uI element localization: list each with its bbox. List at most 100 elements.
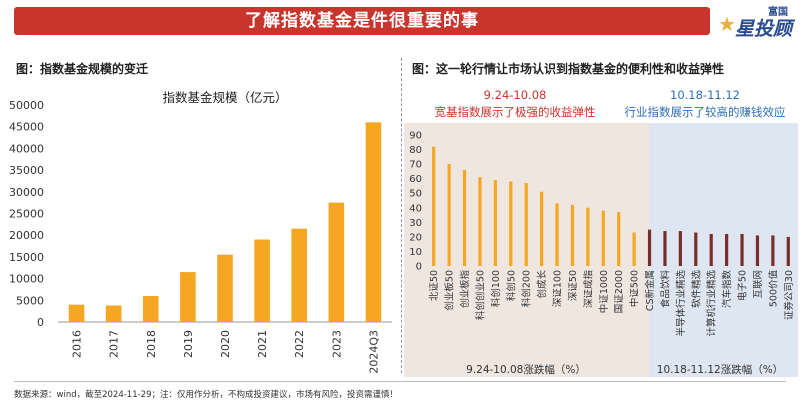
- period1-label: 9.24-10.08: [483, 88, 547, 102]
- bar-2024Q3: [365, 122, 382, 322]
- logo-main-text: 星投顾: [734, 18, 792, 40]
- x-tick-label: 2021: [256, 330, 269, 358]
- x-tick-label: 中证1000: [598, 270, 610, 313]
- bar-软件精选: [694, 232, 698, 266]
- bar-中证1000: [601, 210, 605, 266]
- bar-国证2000: [617, 212, 621, 266]
- y-tick-label: 30000: [9, 186, 44, 199]
- x-tick-label: 2019: [182, 330, 195, 358]
- bar-食品饮料: [663, 231, 667, 266]
- y-tick-label: 25000: [9, 208, 44, 221]
- x-tick-label: 2020: [219, 330, 232, 358]
- period2-label: 10.18-11.12: [670, 88, 740, 102]
- y-tick-label: 0: [416, 262, 422, 273]
- y-tick-label: 40: [409, 203, 422, 214]
- bar-汽车指数: [725, 233, 729, 266]
- period1-axis-label: 9.24-10.08涨跌幅（%）: [466, 363, 586, 376]
- x-tick-label: CS新金属: [644, 270, 656, 311]
- y-tick-label: 50: [409, 189, 422, 200]
- bar-2017: [105, 305, 122, 322]
- period2-background: [649, 123, 798, 377]
- chart-index-fund-scale: 指数基金规模（亿元） 0 5000 10000 15000 20000 25000 30000…: [9, 90, 392, 374]
- left-panel-title: 图：指数基金规模的变迁: [16, 62, 149, 76]
- bar-2020: [217, 254, 233, 322]
- x-tick-label: 深证成指: [582, 270, 594, 309]
- bar-科创50: [509, 181, 513, 266]
- bar-科创创业50: [478, 177, 482, 266]
- title-bar: [14, 7, 710, 35]
- period2-caption: 行业指数展示了较高的赚钱效应: [624, 105, 786, 119]
- x-tick-label: 2016: [71, 330, 84, 358]
- x-tick-label: 计算机行业精选: [706, 270, 718, 337]
- bar-中证500: [632, 232, 636, 266]
- bar-2023: [328, 202, 345, 322]
- x-tick-label: 食品饮料: [659, 270, 671, 309]
- chart-index-returns: 0 10 20 30 40 50 60 70 80 90 北证50 创业板50 创业板指 科创创业50 科创…: [404, 123, 798, 377]
- bar-2019: [180, 272, 196, 322]
- header-banner: 了解指数基金是件很重要的事 ★ 富国 星投顾: [0, 0, 800, 44]
- logo-top-text: 富国: [768, 7, 788, 18]
- bar-创业板50: [447, 164, 451, 266]
- x-tick-label: 半导体行业精选: [675, 270, 687, 337]
- bar-深证50: [570, 204, 575, 266]
- bar-科创200: [524, 183, 528, 266]
- x-tick-label: 创业板50: [444, 270, 456, 311]
- bar-2016: [68, 304, 85, 322]
- y-tick-label: 45000: [9, 121, 44, 134]
- x-tick-label: 证券公司30: [783, 270, 795, 320]
- bar-计算机行业精选: [709, 233, 713, 266]
- y-tick-label: 35000: [9, 164, 44, 177]
- y-tick-label: 70: [409, 160, 422, 171]
- x-tick-label: 500价值: [767, 270, 779, 308]
- bar-2018: [142, 295, 159, 322]
- y-tick-label: 10: [409, 247, 422, 258]
- x-tick-label: 中证500: [629, 270, 641, 307]
- y-tick-label: 20000: [9, 229, 44, 242]
- x-tick-label: 国证2000: [614, 270, 625, 313]
- y-tick-label: 90: [409, 131, 422, 142]
- bar-北证50: [432, 146, 436, 266]
- x-tick-label: 创成长: [536, 270, 548, 299]
- bar-创业板指: [462, 169, 467, 266]
- x-tick-label: 北证50: [429, 270, 440, 301]
- bar-深证100: [555, 203, 559, 266]
- x-tick-label: 2022: [293, 330, 306, 358]
- y-tick-label: 5000: [16, 294, 44, 307]
- panel-divider: [401, 58, 402, 373]
- y-tick-label: 30: [409, 218, 422, 229]
- x-tick-label: 科创200: [521, 270, 533, 307]
- footer-source: 数据来源：wind，截至2024-11-29；注：仅用作分析，不构成投资建议，市…: [14, 390, 398, 400]
- y-tick-label: 50000: [9, 99, 44, 112]
- page-title: 了解指数基金是件很重要的事: [245, 11, 479, 31]
- bar-电子50: [740, 233, 744, 266]
- x-tick-label: 电子50: [737, 270, 749, 301]
- period1-caption: 宽基指数展示了极强的收益弹性: [434, 105, 596, 119]
- bar-半导体行业精选: [678, 231, 682, 266]
- bar-创成长: [540, 191, 544, 266]
- x-tick-label: 2023: [330, 330, 343, 358]
- period2-axis-label: 10.18-11.12涨跌幅（%）: [657, 363, 783, 376]
- x-tick-label: 科创创业50: [474, 270, 486, 320]
- x-tick-label: 2024Q3: [367, 330, 380, 374]
- x-tick-label: 科创100: [490, 270, 502, 307]
- bar-CS新金属: [647, 229, 652, 266]
- bar-证券公司30: [786, 236, 790, 266]
- chart-title: 指数基金规模（亿元）: [162, 90, 287, 105]
- y-tick-label: 15000: [9, 251, 44, 264]
- x-tick-label: 软件精选: [690, 270, 702, 309]
- x-tick-label: 汽车指数: [721, 270, 733, 309]
- right-panel-title: 图：这一轮行情让市场认识到指数基金的便利性和收益弹性: [412, 62, 725, 76]
- x-tick-label: 深证50: [568, 270, 579, 301]
- x-tick-label: 2017: [108, 330, 121, 358]
- y-tick-label: 20: [409, 232, 422, 243]
- x-tick-label: 互联网: [753, 270, 764, 299]
- y-tick-label: 0: [37, 316, 44, 329]
- bar-科创100: [493, 180, 497, 266]
- y-tick-label: 60: [409, 174, 422, 185]
- brand-logo: ★ 富国 星投顾: [716, 2, 796, 42]
- x-tick-label: 2018: [145, 330, 158, 358]
- bar-深证成指: [586, 207, 590, 266]
- y-tick-label: 10000: [9, 273, 44, 286]
- bar-2022: [291, 228, 308, 322]
- y-tick-label: 40000: [9, 142, 44, 155]
